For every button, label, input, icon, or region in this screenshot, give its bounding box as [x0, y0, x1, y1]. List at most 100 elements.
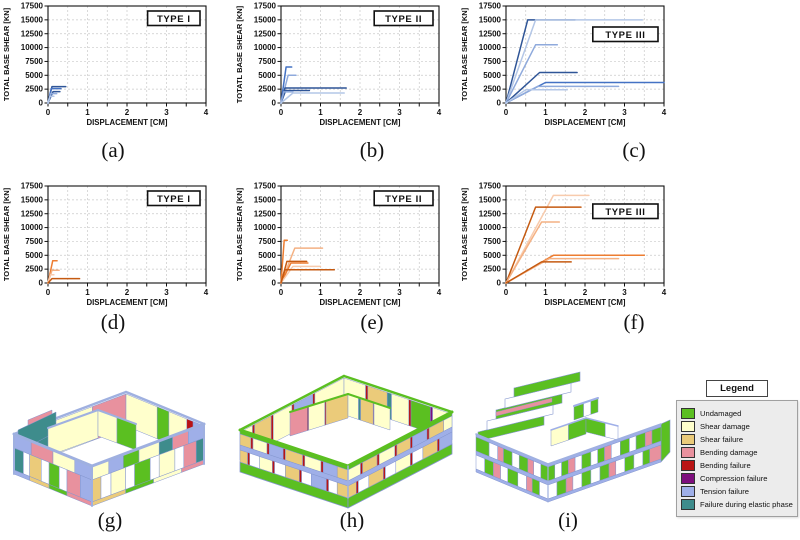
tension-failure-swatch — [681, 486, 695, 497]
legend-item: Shear failure — [681, 434, 793, 445]
caption-b: (b) — [359, 138, 385, 162]
svg-text:3: 3 — [622, 108, 627, 117]
building-model-i-canvas — [475, 371, 671, 503]
legend-item: Bending failure — [681, 460, 793, 471]
legend-item-label: Failure during elastic phase — [700, 500, 793, 509]
svg-text:1: 1 — [318, 108, 323, 117]
svg-text:3: 3 — [164, 288, 169, 297]
svg-text:3: 3 — [397, 288, 402, 297]
svg-text:10000: 10000 — [254, 43, 277, 52]
svg-text:2: 2 — [358, 108, 363, 117]
svg-text:10000: 10000 — [21, 223, 44, 232]
undamaged-swatch — [681, 408, 695, 419]
svg-text:TOTAL BASE SHEAR [KN]: TOTAL BASE SHEAR [KN] — [460, 187, 469, 281]
chart-type-label: TYPE I — [157, 14, 191, 25]
svg-text:7500: 7500 — [258, 237, 276, 246]
svg-text:2: 2 — [358, 288, 363, 297]
svg-text:15000: 15000 — [479, 195, 502, 204]
svg-text:17500: 17500 — [21, 2, 44, 11]
svg-text:15000: 15000 — [254, 15, 277, 24]
caption-g: (g) — [97, 508, 123, 532]
legend-item: Shear damage — [681, 421, 793, 432]
chart-canvas: 0 1 2 3 4 0 2500 5000 7500 10000 12500 15000 17500 TY… — [235, 2, 442, 127]
svg-text:0: 0 — [504, 108, 509, 117]
svg-text:2500: 2500 — [258, 85, 276, 94]
svg-text:12500: 12500 — [479, 209, 502, 218]
svg-text:0: 0 — [504, 288, 509, 297]
pushover-chart-c: 0 1 2 3 4 0 2500 5000 7500 10000 12500 15000 17500 TY… — [458, 0, 688, 132]
svg-text:4: 4 — [662, 108, 667, 117]
caption-c: (c) — [622, 138, 646, 162]
svg-text:10000: 10000 — [254, 223, 277, 232]
svg-text:TOTAL BASE SHEAR [KN]: TOTAL BASE SHEAR [KN] — [235, 187, 244, 281]
svg-text:12500: 12500 — [254, 29, 277, 38]
svg-text:15000: 15000 — [21, 195, 44, 204]
legend-item: Failure during elastic phase — [681, 499, 793, 510]
svg-text:17500: 17500 — [479, 182, 502, 191]
svg-text:4: 4 — [204, 288, 209, 297]
svg-text:17500: 17500 — [254, 2, 277, 11]
pushover-chart-e: 0 1 2 3 4 0 2500 5000 7500 10000 12500 15000 17500 TY… — [233, 180, 463, 312]
caption-i: (i) — [558, 508, 578, 532]
caption-h: (h) — [339, 508, 365, 532]
svg-text:TOTAL BASE SHEAR [KN]: TOTAL BASE SHEAR [KN] — [2, 7, 11, 101]
svg-text:0: 0 — [46, 108, 51, 117]
svg-text:5000: 5000 — [258, 71, 276, 80]
chart-type-label: TYPE I — [157, 194, 191, 205]
svg-text:12500: 12500 — [21, 209, 44, 218]
bending-failure-swatch — [681, 460, 695, 471]
svg-text:DISPLACEMENT [CM]: DISPLACEMENT [CM] — [87, 298, 168, 307]
legend-item-label: Bending damage — [700, 448, 758, 457]
svg-text:2: 2 — [125, 288, 130, 297]
svg-text:1: 1 — [85, 108, 90, 117]
legend-item: Bending damage — [681, 447, 793, 458]
svg-text:10000: 10000 — [479, 223, 502, 232]
svg-text:2: 2 — [583, 288, 588, 297]
svg-text:DISPLACEMENT [CM]: DISPLACEMENT [CM] — [545, 118, 626, 127]
elastic-failure-swatch — [681, 499, 695, 510]
svg-text:7500: 7500 — [483, 57, 501, 66]
svg-text:1: 1 — [85, 288, 90, 297]
pushover-chart-b: 0 1 2 3 4 0 2500 5000 7500 10000 12500 15000 17500 TY… — [233, 0, 463, 132]
svg-text:0: 0 — [46, 288, 51, 297]
svg-text:0: 0 — [272, 99, 277, 108]
svg-text:12500: 12500 — [479, 29, 502, 38]
pushover-chart-a: 0 1 2 3 4 0 2500 5000 7500 10000 12500 15000 17500 TY… — [0, 0, 230, 132]
legend-item: Compression failure — [681, 473, 793, 484]
chart-canvas: 0 1 2 3 4 0 2500 5000 7500 10000 12500 15000 17500 TY… — [2, 182, 209, 307]
pushover-chart-d: 0 1 2 3 4 0 2500 5000 7500 10000 12500 15000 17500 TY… — [0, 180, 230, 312]
svg-text:3: 3 — [397, 108, 402, 117]
svg-text:DISPLACEMENT [CM]: DISPLACEMENT [CM] — [545, 298, 626, 307]
svg-text:TOTATL BASE SHEAR [KN]: TOTATL BASE SHEAR [KN] — [235, 5, 244, 103]
svg-text:4: 4 — [204, 108, 209, 117]
svg-text:5000: 5000 — [483, 71, 501, 80]
svg-text:17500: 17500 — [479, 2, 502, 11]
svg-text:0: 0 — [39, 99, 44, 108]
svg-text:3: 3 — [622, 288, 627, 297]
legend-item-label: Tension failure — [700, 487, 749, 496]
svg-text:2: 2 — [125, 108, 130, 117]
svg-text:5000: 5000 — [258, 251, 276, 260]
svg-text:0: 0 — [497, 279, 502, 288]
svg-text:2500: 2500 — [25, 85, 43, 94]
svg-text:10000: 10000 — [21, 43, 44, 52]
svg-text:1: 1 — [318, 288, 323, 297]
svg-text:5000: 5000 — [25, 71, 43, 80]
svg-text:0: 0 — [279, 288, 284, 297]
svg-text:7500: 7500 — [25, 57, 43, 66]
chart-type-label: TYPE III — [605, 207, 645, 218]
svg-text:7500: 7500 — [483, 237, 501, 246]
bending-damage-swatch — [681, 447, 695, 458]
legend-item: Tension failure — [681, 486, 793, 497]
chart-type-label: TYPE II — [385, 14, 422, 25]
legend-panel: Legend Undamaged Shear damage Shear failur… — [676, 378, 798, 517]
svg-text:17500: 17500 — [254, 182, 277, 191]
legend-title: Legend — [706, 380, 768, 397]
building-model-h-canvas — [238, 374, 454, 509]
svg-text:2500: 2500 — [25, 265, 43, 274]
svg-text:4: 4 — [662, 288, 667, 297]
legend-item: Undamaged — [681, 408, 793, 419]
svg-text:5000: 5000 — [25, 251, 43, 260]
svg-text:0: 0 — [497, 99, 502, 108]
chart-canvas: 0 1 2 3 4 0 2500 5000 7500 10000 12500 15000 17500 TY… — [2, 2, 209, 127]
